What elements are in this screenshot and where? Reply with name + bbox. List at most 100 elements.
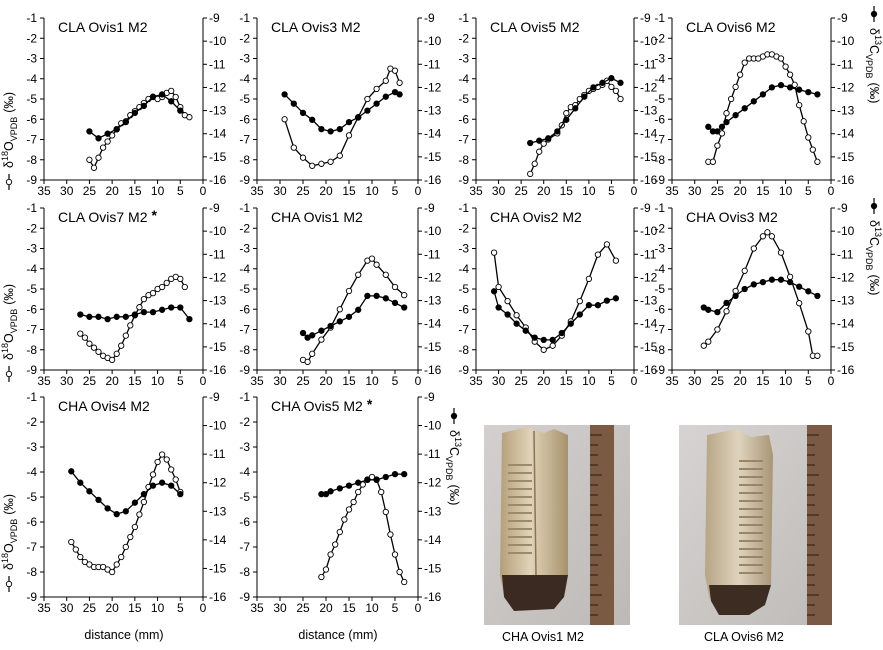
x-tick-label: 10 [365,374,379,388]
x-tick-label: 25 [296,601,310,615]
d18o-point [158,451,166,458]
d18o-point [563,110,570,117]
x-tick-label: 5 [608,184,615,198]
x-tick-label: 15 [342,184,356,198]
left-tick-label: -2 [26,31,37,45]
d13c-series-line [89,93,181,140]
d13c-point [759,278,767,286]
d18o-point [168,87,175,95]
d18o-point [387,531,394,538]
d18o-point [136,511,143,518]
right-tick-label: -12 [424,270,442,284]
x-tick-label: 30 [492,184,506,198]
x-tick-label: 5 [392,184,399,198]
d18o-point [140,498,148,506]
d13c-point [122,118,129,126]
d13c-point [554,128,561,135]
d13c-axis-label: δ13CVPDB(‰) [444,430,463,505]
photo-caption-cla-ovis6: CLA Ovis6 M2 [704,630,784,644]
x-tick-label: 20 [105,601,119,615]
panel-title: CHA Ovis5 M2 * [271,396,373,414]
d18o-point [108,568,116,576]
x-tick-label: 35 [665,184,679,198]
right-tick-label: -16 [837,173,855,187]
d18o-point [768,233,776,240]
d13c-point [594,302,602,309]
d13c-point [355,114,362,121]
x-tick-label: 35 [250,374,264,388]
right-tick-label: -11 [837,57,854,71]
legend-filled-marker [870,10,878,18]
d18o-series-line [529,79,622,175]
left-tick-label: -7 [458,323,469,337]
d18o-point [140,295,148,303]
d13c-point [590,84,597,91]
x-tick-label: 20 [733,374,747,388]
d18o-point [382,77,389,84]
d13c-point [705,123,712,130]
right-tick-label: -10 [424,224,442,238]
d13c-point [327,322,334,330]
d13c-point [373,100,380,107]
d13c-point [95,135,102,142]
d18o-series-line [88,90,190,170]
left-tick-label: -9 [458,363,469,377]
d13c-point [299,329,307,337]
x-axis-label-1: distance (mm) [84,628,163,642]
panel-cla-ovis7-m2: -9 -8 -7 -6 -5 -4 -3 -2 -1 -16 -15 -14 -13 -12 -11 -10 -… [26,201,226,388]
left-tick-label: -6 [458,112,469,126]
d18o-point [612,87,620,95]
x-tick-label: 30 [60,374,74,388]
d18o-point [786,71,794,78]
left-tick-label: -2 [458,31,469,45]
d13c-point [86,313,93,320]
left-tick-label: -9 [26,173,37,187]
right-tick-label: -16 [209,363,227,377]
d18o-point [81,334,89,341]
d18o-point [391,283,399,291]
d18o-point [281,116,288,123]
x-tick-label: 5 [608,374,615,388]
d18o-point [782,63,789,70]
d13c-point [522,327,529,334]
d13c-point [603,297,611,304]
d13c-point [714,128,721,135]
d18o-point [68,538,75,546]
d13c-point [113,313,120,320]
x-tick-label: 15 [128,184,142,198]
left-tick-label: -6 [239,515,250,529]
d18o-point [86,156,93,163]
x-tick-label: 25 [711,374,725,388]
d18o-point [540,140,547,147]
x-tick-label: 10 [582,184,596,198]
right-tick-label: -14 [640,317,658,331]
d13c-point [391,470,399,478]
d18o-axis-label: δ18OVPDB(‰) [0,284,19,360]
left-tick-label: -8 [26,343,37,357]
legend-open-marker [5,370,13,378]
x-tick-label: 30 [273,184,287,198]
right-tick-label: -13 [209,104,227,118]
left-tick-label: -3 [26,52,37,66]
d18o-point [341,516,348,523]
right-tick-label: -14 [640,127,658,141]
legend-filled-marker [450,412,458,420]
left-tick-label: -6 [26,302,37,316]
right-tick-label: -14 [837,317,855,331]
left-tick-label: -4 [239,262,250,276]
d13c-point [77,479,84,486]
d18o-point [127,322,134,329]
right-tick-label: -13 [640,294,658,308]
d13c-point [527,139,534,147]
left-tick-label: -3 [26,440,37,454]
x-tick-label: 5 [177,601,184,615]
d18o-point [791,81,798,88]
d18o-point [318,160,325,167]
x-tick-label: 5 [392,601,399,615]
left-tick-label: -6 [654,112,665,126]
d18o-point [401,578,408,586]
x-tick-label: 5 [177,374,184,388]
left-tick-label: -2 [654,221,665,235]
d13c-point [149,93,157,100]
d13c-point [796,283,803,290]
